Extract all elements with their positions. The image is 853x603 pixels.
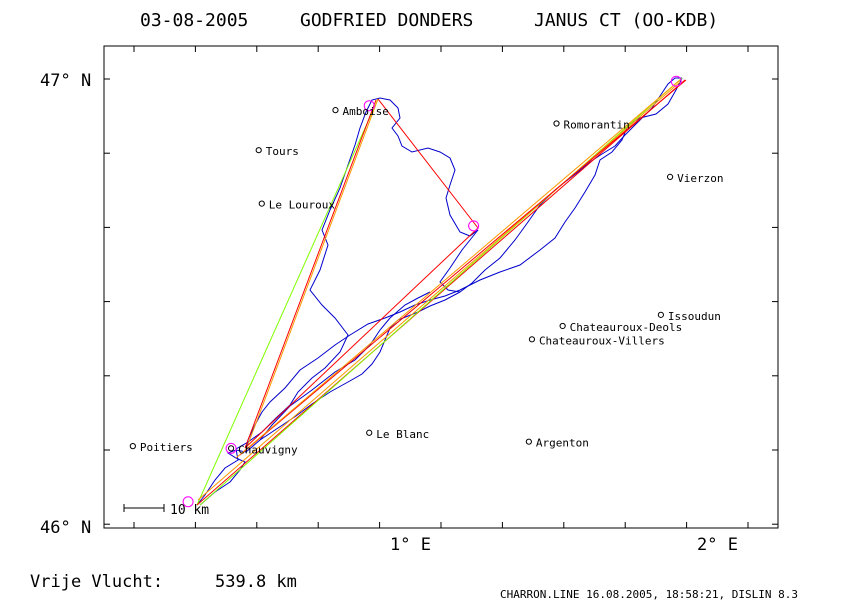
turnpoint-marker (225, 442, 237, 454)
city-markers: Amboise Tours Le Louroux Romorantin Vierzon I… (129, 105, 723, 456)
city-label: Chateauroux-Deols (570, 321, 683, 334)
city-marker (559, 322, 566, 330)
city-label: Le Blanc (376, 428, 429, 441)
city-marker (227, 445, 235, 452)
city-label: Chauvigny (238, 443, 298, 456)
city-marker (332, 107, 339, 114)
leg-orange (246, 98, 379, 448)
leg-red (377, 98, 479, 229)
course-lines (196, 77, 687, 506)
lat-label-bottom: 46° N (40, 518, 91, 538)
city-marker (525, 438, 532, 445)
leg-orange (235, 79, 681, 459)
city-label: Vierzon (677, 172, 723, 185)
city-label: Tours (266, 145, 299, 158)
scale-bar: 10 km (123, 503, 209, 518)
glider-name: JANUS CT (OO-KDB) (534, 10, 718, 31)
distance-label: Vrije Vlucht: (30, 572, 163, 592)
leg-red (244, 99, 377, 449)
city-label: Romorantin (564, 119, 630, 132)
scale-bar-label: 10 km (170, 503, 209, 518)
city-label: Poitiers (140, 441, 193, 454)
leg-orange (197, 81, 681, 501)
city-marker (258, 200, 265, 207)
city-marker (657, 311, 664, 318)
lon-label-2: 2° E (697, 535, 738, 555)
distance-value: 539.8 km (215, 572, 297, 592)
turnpoint-markers (182, 75, 682, 508)
turnpoint-marker (182, 496, 194, 508)
turnpoint-marker (468, 220, 480, 232)
lat-label-top: 47° N (40, 71, 91, 91)
pilot-name: GODFRIED DONDERS (300, 10, 473, 31)
city-marker (255, 147, 262, 154)
city-marker (366, 429, 373, 436)
plot-frame (103, 45, 779, 529)
track-segment (199, 449, 247, 506)
axis-ticks (104, 46, 778, 528)
leg-green (199, 77, 683, 506)
city-label: Le Louroux (269, 199, 336, 212)
credits-line: CHARRON.LINE 16.08.2005, 18:58:21, DISLI… (500, 588, 798, 601)
city-label: Argenton (536, 437, 589, 450)
leg-green (196, 98, 379, 506)
turnpoint-marker (670, 75, 682, 87)
city-marker (129, 443, 136, 450)
city-label: Issoudun (668, 310, 721, 323)
leg-red (196, 79, 686, 506)
leg-red (239, 79, 687, 456)
city-marker (553, 120, 560, 127)
city-marker (666, 173, 674, 180)
leg-red (244, 227, 479, 449)
lon-label-1: 1° E (390, 535, 431, 555)
flight-date: 03-08-2005 (140, 10, 248, 31)
city-marker (528, 336, 536, 343)
city-label: Amboise (342, 105, 388, 118)
track-segment (245, 77, 683, 453)
turnpoint-marker (363, 100, 375, 112)
city-label: Chateauroux-Villers (539, 334, 665, 347)
